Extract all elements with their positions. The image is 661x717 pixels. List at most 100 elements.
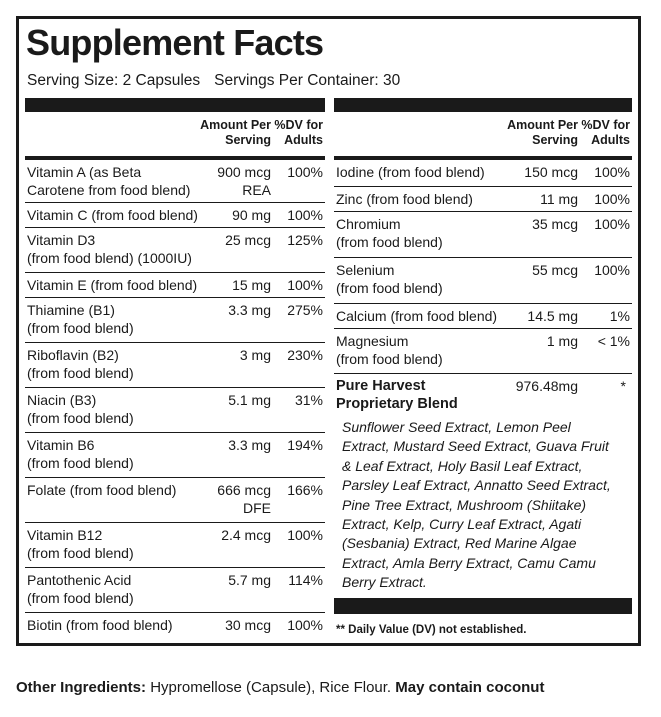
nutrient-amount: 3.3 mg <box>228 437 271 453</box>
amount-header: Amount Per Serving <box>200 118 271 147</box>
blend-dv: * <box>620 378 626 394</box>
nutrient-row: Vitamin B12 (from food blend) 2.4 mcg 100… <box>25 523 325 568</box>
nutrient-name: Vitamin B6 (from food blend) <box>27 437 134 471</box>
nutrient-name: Vitamin C (from food blend) <box>27 207 198 223</box>
nutrient-amount: 55 mcg <box>532 262 578 278</box>
other-ingredients-text: Hypromellose (Capsule), Rice Flour. <box>150 679 392 696</box>
nutrient-amount: 5.1 mg <box>228 392 271 408</box>
nutrient-name: Vitamin A (as Beta Carotene from food ble… <box>27 164 191 198</box>
nutrient-row: Riboflavin (B2) (from food blend) 3 mg 23… <box>25 343 325 388</box>
nutrient-name: Iodine (from food blend) <box>336 164 485 180</box>
nutrient-name: Folate (from food blend) <box>27 482 177 498</box>
nutrient-amount: 5.7 mg <box>228 572 271 588</box>
column-header: Amount Per Serving %DV for Adults <box>25 112 325 156</box>
nutrient-name: Calcium (from food blend) <box>336 308 498 324</box>
other-ingredients-label: Other Ingredients: <box>16 679 147 696</box>
nutrient-amount: 25 mcg <box>225 232 271 248</box>
nutrient-dv: 100% <box>594 164 630 180</box>
footer-bar <box>334 598 632 614</box>
footnote: ** Daily Value (DV) not established. <box>336 624 527 636</box>
nutrient-name: Zinc (from food blend) <box>336 191 473 207</box>
nutrient-amount: 11 mg <box>540 191 578 207</box>
nutrient-dv: 230% <box>287 347 323 363</box>
nutrient-row: Zinc (from food blend) 11 mg 100% <box>334 187 632 212</box>
nutrient-row: Iodine (from food blend) 150 mcg 100% <box>334 160 632 187</box>
left-column: Amount Per Serving %DV for Adults Vitamin … <box>25 98 325 637</box>
allergen-warning: May contain coconut <box>395 679 545 696</box>
column-header: Amount Per Serving %DV for Adults <box>334 112 632 156</box>
nutrient-dv: 100% <box>594 216 630 232</box>
blend-amount: 976.48mg <box>515 378 578 394</box>
nutrient-name: Vitamin D3 (from food blend) (1000IU) <box>27 232 192 266</box>
nutrient-amount: 1 mg <box>546 333 578 349</box>
nutrient-name: Selenium (from food blend) <box>336 262 443 296</box>
nutrient-row: Pantothenic Acid (from food blend) 5.7 mg… <box>25 568 325 613</box>
supplement-facts-panel: Supplement Facts Serving Size: 2 Capsule… <box>16 16 641 646</box>
nutrient-row: Vitamin B6 (from food blend) 3.3 mg 194% <box>25 433 325 478</box>
other-ingredients: Other Ingredients: Hypromellose (Capsule… <box>16 678 544 698</box>
nutrient-dv: 194% <box>287 437 323 453</box>
nutrient-row: Vitamin C (from food blend) 90 mg 100% <box>25 203 325 228</box>
right-column: Amount Per Serving %DV for Adults Iodine (… <box>334 98 632 644</box>
servings-per-container: Servings Per Container: 30 <box>214 72 401 89</box>
nutrient-dv: 100% <box>594 191 630 207</box>
nutrient-amount: 900 mcg REA <box>217 164 271 198</box>
nutrient-name: Chromium (from food blend) <box>336 216 443 250</box>
nutrient-name: Niacin (B3) (from food blend) <box>27 392 134 426</box>
nutrient-row: Thiamine (B1) (from food blend) 3.3 mg 27… <box>25 298 325 343</box>
nutrient-row: Biotin (from food blend) 30 mcg 100% <box>25 613 325 637</box>
nutrient-row: Vitamin A (as Beta Carotene from food ble… <box>25 160 325 203</box>
serving-size: Serving Size: 2 Capsules <box>27 72 201 89</box>
nutrient-amount: 3 mg <box>239 347 271 363</box>
nutrient-row: Magnesium (from food blend) 1 mg < 1% <box>334 329 632 374</box>
nutrient-amount: 2.4 mcg <box>221 527 271 543</box>
nutrient-amount: 90 mg <box>232 207 271 223</box>
nutrient-dv: 1% <box>609 308 630 324</box>
footnote-area: ** Daily Value (DV) not established. <box>334 614 632 644</box>
dv-header: %DV for Adults <box>274 118 323 147</box>
blend-ingredients: Sunflower Seed Extract, Lemon Peel Extra… <box>342 419 611 591</box>
nutrient-row: Vitamin D3 (from food blend) (1000IU) 25 … <box>25 228 325 273</box>
nutrient-dv: 114% <box>288 572 323 588</box>
nutrient-dv: 275% <box>287 302 323 318</box>
nutrient-name: Thiamine (B1) (from food blend) <box>27 302 134 336</box>
nutrient-dv: 125% <box>287 232 323 248</box>
nutrient-amount: 15 mg <box>232 277 271 293</box>
nutrient-amount: 30 mcg <box>225 617 271 633</box>
panel-title: Supplement Facts <box>26 22 324 63</box>
nutrient-row: Folate (from food blend) 666 mcg DFE 166% <box>25 478 325 523</box>
nutrient-row: Calcium (from food blend) 14.5 mg 1% <box>334 304 632 329</box>
nutrient-name: Biotin (from food blend) <box>27 617 173 633</box>
serving-info: Serving Size: 2 Capsules Servings Per Con… <box>27 71 400 91</box>
thick-rule <box>334 156 632 160</box>
nutrient-amount: 35 mcg <box>532 216 578 232</box>
nutrient-dv: 100% <box>287 617 323 633</box>
nutrient-row: Niacin (B3) (from food blend) 5.1 mg 31% <box>25 388 325 433</box>
nutrient-row: Chromium (from food blend) 35 mcg 100% <box>334 212 632 258</box>
nutrient-name: Vitamin B12 (from food blend) <box>27 527 134 561</box>
thick-rule <box>25 156 325 160</box>
nutrient-dv: 100% <box>287 164 323 180</box>
amount-header: Amount Per Serving <box>507 118 578 147</box>
nutrient-name: Riboflavin (B2) (from food blend) <box>27 347 134 381</box>
nutrient-row: Vitamin E (from food blend) 15 mg 100% <box>25 273 325 298</box>
dv-header: %DV for Adults <box>581 118 630 147</box>
nutrient-amount: 666 mcg DFE <box>217 482 271 516</box>
nutrient-name: Pantothenic Acid (from food blend) <box>27 572 134 606</box>
nutrient-name: Vitamin E (from food blend) <box>27 277 198 293</box>
header-bar <box>25 98 325 112</box>
nutrient-amount: 14.5 mg <box>527 308 578 324</box>
nutrient-dv: 166% <box>287 482 323 498</box>
nutrient-dv: 31% <box>294 392 323 408</box>
nutrient-dv: 100% <box>287 277 323 293</box>
nutrient-amount: 3.3 mg <box>228 302 271 318</box>
nutrient-dv: < 1% <box>597 333 630 349</box>
blend-name: Pure Harvest Proprietary Blend <box>336 378 458 412</box>
nutrient-dv: 100% <box>287 527 323 543</box>
nutrient-dv: 100% <box>594 262 630 278</box>
nutrient-dv: 100% <box>287 207 323 223</box>
header-bar <box>334 98 632 112</box>
nutrient-row: Selenium (from food blend) 55 mcg 100% <box>334 258 632 304</box>
proprietary-blend: Pure Harvest Proprietary Blend 976.48mg *… <box>334 374 632 598</box>
nutrient-amount: 150 mcg <box>524 164 578 180</box>
